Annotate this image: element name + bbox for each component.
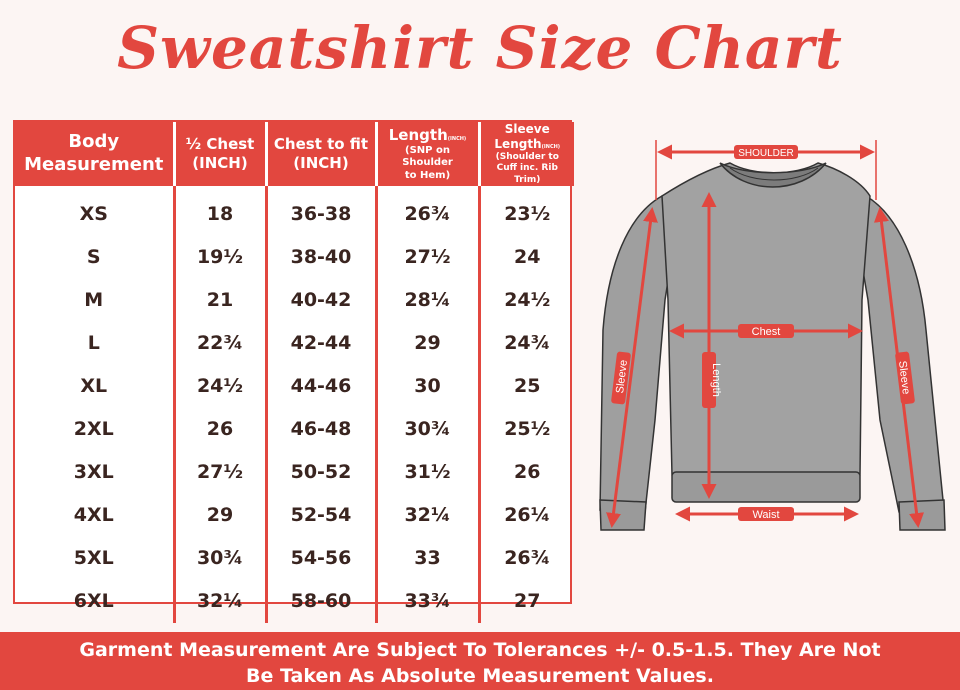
measurement-cell: 33 [376,536,481,580]
table-row: 5XL 30¾ 54-56 33 26¾ [15,536,574,580]
table-header-row: Body Measurement ½ Chest (INCH) Chest to… [15,122,574,186]
table-row: 3XL 27½ 50-52 31½ 26 [15,450,574,494]
size-label-cell: L [15,321,176,365]
sweatshirt-diagram: SHOULDER Chest Waist Length Sleeve Sleev… [599,140,946,531]
body-shape [661,162,871,476]
measurement-cell: 24½ [174,364,268,408]
footer-line-1: Garment Measurement Are Subject To Toler… [79,639,881,661]
measurement-cell: 26¾ [504,547,551,570]
header-body-measurement: Body Measurement [15,122,176,186]
measurement-cell: 36-38 [266,185,378,236]
size-table-body: XS 18 36-38 26¾ 23½ S 19½ 38-40 27½ 24 M 21 40-42 28¼… [15,185,574,623]
measurement-cell: 46-48 [266,407,378,451]
measurement-cell: 18 [174,185,268,236]
measurement-cell: 24 [514,246,541,269]
size-label-cell: 2XL [15,407,176,451]
measurement-cell: 42-44 [266,321,378,365]
size-table: Body Measurement ½ Chest (INCH) Chest to… [15,122,574,623]
size-label-cell: 4XL [15,493,176,537]
table-row: XL 24½ 44-46 30 25 [15,364,574,408]
measurement-cell: 26 [514,461,541,484]
measurement-cell: 22¾ [174,321,268,365]
measurement-cell: 27½ [174,450,268,494]
table-row: S 19½ 38-40 27½ 24 [15,235,574,279]
header-chest-to-fit: Chest to fit (INCH) [266,122,378,186]
measurement-cell: 32¼ [376,493,481,537]
table-row: 4XL 29 52-54 32¼ 26¼ [15,493,574,537]
measurement-cell: 19½ [174,235,268,279]
table-row: 2XL 26 46-48 30¾ 25½ [15,407,574,451]
size-label-cell: 6XL [15,579,176,623]
footer-line-2: Be Taken As Absolute Measurement Values. [246,665,714,687]
measurement-cell: 29 [376,321,481,365]
left-sleeve-arrow [606,207,658,528]
header-half-chest: ½ Chest (INCH) [174,122,268,186]
measurement-cell: 21 [174,278,268,322]
header-sleeve-length: Sleeve Length(INCH) (Shoulder to Cuff in… [479,122,574,186]
size-label-cell: 5XL [15,536,176,580]
shoulder-label: SHOULDER [738,148,794,159]
table-row: L 22¾ 42-44 29 24¾ [15,321,574,365]
measurement-cell: 26¾ [376,185,481,236]
measurement-cell: 38-40 [266,235,378,279]
measurement-cell: 32¼ [174,579,268,623]
waistband-shape [671,471,861,503]
length-label: Length [710,363,722,397]
measurement-cell: 29 [174,493,268,537]
measurement-cell: 50-52 [266,450,378,494]
right-sleeve-label: Sleeve [896,360,912,395]
size-label-cell: M [15,278,176,322]
measurement-cell: 58-60 [266,579,378,623]
size-label-cell: XL [15,364,176,408]
measurement-cell: 23½ [504,203,551,226]
collar-shape [719,162,827,188]
measurement-cell: 30¾ [376,407,481,451]
table-row: XS 18 36-38 26¾ 23½ [15,185,574,236]
size-label-cell: S [15,235,176,279]
measurement-cell: 26 [174,407,268,451]
measurement-cell: 25 [514,375,541,398]
measurement-cell: 40-42 [266,278,378,322]
measurement-cell: 33¾ [376,579,481,623]
table-row: M 21 40-42 28¼ 24½ [15,278,574,322]
right-cuff-shape [898,499,946,531]
measurement-cell: 27 [514,590,541,613]
measurement-cell: 30 [376,364,481,408]
measurement-cell: 27½ [376,235,481,279]
left-cuff-shape [599,499,647,531]
measurement-cell: 52-54 [266,493,378,537]
tolerance-footer: Garment Measurement Are Subject To Toler… [0,632,960,690]
size-label-cell: XS [15,185,176,236]
size-label-cell: 3XL [15,450,176,494]
measurement-cell: 28¼ [376,278,481,322]
page-title: Sweatshirt Size Chart [117,14,843,82]
measurement-cell: 54-56 [266,536,378,580]
waist-label: Waist [752,509,779,521]
measurement-cell: 30¾ [174,536,268,580]
left-sleeve-label: Sleeve [614,359,630,394]
header-length: Length(INCH) (SNP on Shoulder to Hem) [376,122,481,186]
measurement-cell: 25½ [504,418,551,441]
measurement-cell: 24¾ [504,332,551,355]
measurement-cell: 31½ [376,450,481,494]
table-row: 6XL 32¼ 58-60 33¾ 27 [15,579,574,623]
measurement-cell: 26¼ [504,504,551,527]
size-table-container: Body Measurement ½ Chest (INCH) Chest to… [13,120,574,623]
measurement-cell: 44-46 [266,364,378,408]
measurement-cell: 24½ [504,289,551,312]
chest-label: Chest [752,326,781,338]
